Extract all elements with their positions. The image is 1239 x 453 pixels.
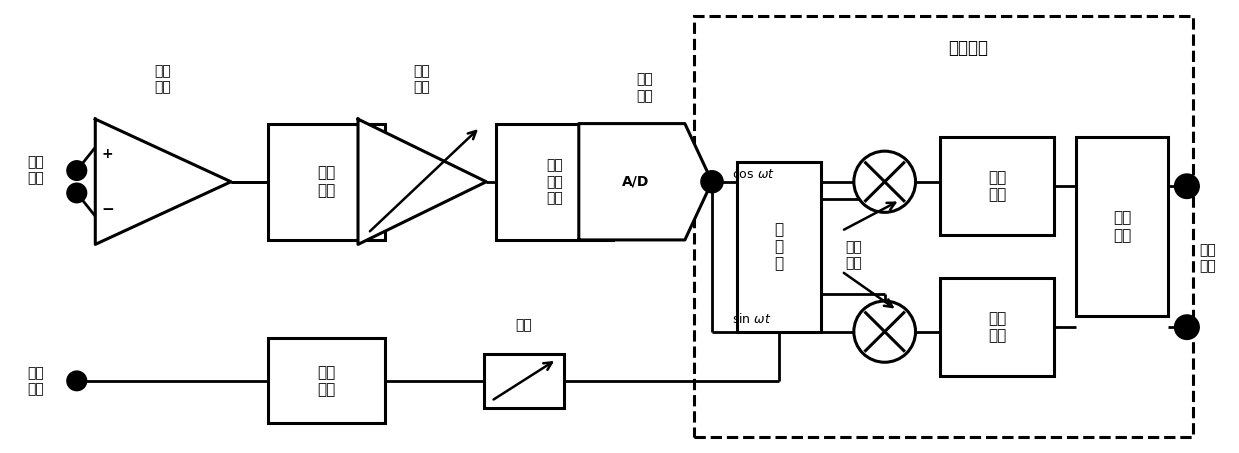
Text: 输出
信号: 输出 信号 xyxy=(1199,243,1215,273)
Polygon shape xyxy=(95,119,230,245)
Text: 抗混
叠滤
波器: 抗混 叠滤 波器 xyxy=(546,159,563,205)
Bar xyxy=(268,124,385,240)
Bar xyxy=(737,162,820,332)
Ellipse shape xyxy=(854,151,916,212)
Bar xyxy=(940,137,1053,236)
Text: 相移: 相移 xyxy=(515,318,533,332)
Ellipse shape xyxy=(67,161,87,180)
Text: A/D: A/D xyxy=(622,175,649,189)
Ellipse shape xyxy=(67,371,87,390)
Text: 查
询
表: 查 询 表 xyxy=(774,222,783,271)
Polygon shape xyxy=(579,124,712,240)
Bar xyxy=(694,16,1193,437)
Bar xyxy=(483,354,564,408)
Bar xyxy=(268,338,385,424)
Bar xyxy=(496,124,613,240)
Bar xyxy=(940,278,1053,376)
Text: −: − xyxy=(102,202,114,217)
Text: 交流
放大: 交流 放大 xyxy=(414,64,430,94)
Bar xyxy=(1075,137,1168,316)
Ellipse shape xyxy=(1175,315,1199,339)
Text: 模数
转换: 模数 转换 xyxy=(636,72,653,103)
Ellipse shape xyxy=(1175,174,1199,198)
Text: 数字
低通: 数字 低通 xyxy=(987,170,1006,202)
Text: 输入
信号: 输入 信号 xyxy=(27,155,45,186)
Text: 数字部分: 数字部分 xyxy=(948,39,989,57)
Polygon shape xyxy=(358,119,486,245)
Text: 数字
乘法: 数字 乘法 xyxy=(845,241,862,271)
Text: 参考
输入: 参考 输入 xyxy=(27,366,45,396)
Ellipse shape xyxy=(67,183,87,203)
Text: $\sin\,\omega t$: $\sin\,\omega t$ xyxy=(732,312,772,326)
Ellipse shape xyxy=(854,301,916,362)
Text: $\cos\,\omega t$: $\cos\,\omega t$ xyxy=(732,168,774,181)
Text: 数字
算法: 数字 算法 xyxy=(1113,210,1131,243)
Text: +: + xyxy=(102,147,114,160)
Text: 滤波
器组: 滤波 器组 xyxy=(317,165,336,198)
Text: 输入
放大: 输入 放大 xyxy=(155,64,171,94)
Text: 信号
触发: 信号 触发 xyxy=(317,365,336,397)
Text: 数字
低通: 数字 低通 xyxy=(987,311,1006,343)
Ellipse shape xyxy=(701,171,724,193)
